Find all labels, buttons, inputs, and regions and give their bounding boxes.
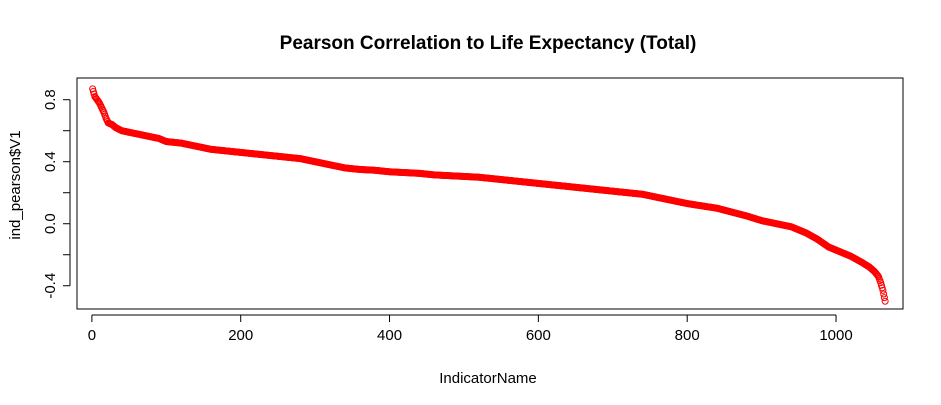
x-tick-label: 400 xyxy=(377,327,402,344)
data-point xyxy=(873,271,881,279)
x-tick-label: 1000 xyxy=(819,327,852,344)
data-points xyxy=(89,85,889,305)
data-point xyxy=(880,294,888,302)
x-tick-label: 200 xyxy=(228,327,253,344)
y-axis-label: ind_pearson$V1 xyxy=(7,130,24,239)
x-tick-label: 600 xyxy=(526,327,551,344)
plot-frame xyxy=(76,77,904,310)
data-point xyxy=(94,97,102,105)
data-point xyxy=(881,297,889,305)
y-tick-label: 0.4 xyxy=(42,151,59,172)
x-tick-label: 800 xyxy=(675,327,700,344)
x-axis-label: IndicatorName xyxy=(439,370,537,387)
y-tick-label: 0.8 xyxy=(42,89,59,110)
x-tick-label: 0 xyxy=(88,327,96,344)
y-tick-label: -0.4 xyxy=(42,273,59,299)
y-axis: -0.4 0.0 0.4 0.8 xyxy=(42,89,71,299)
data-point xyxy=(879,286,887,294)
chart-title: Pearson Correlation to Life Expectancy (… xyxy=(280,33,697,54)
y-tick-label: 0.0 xyxy=(42,213,59,234)
data-point xyxy=(880,290,888,298)
x-axis: 0 200 400 600 800 1000 xyxy=(88,314,853,344)
